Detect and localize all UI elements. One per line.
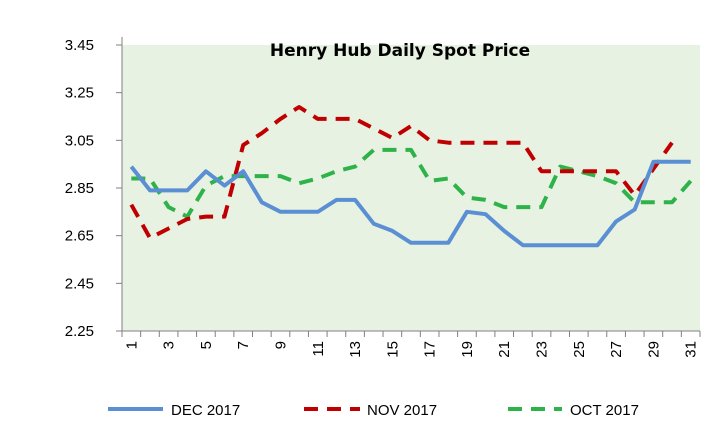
- x-tick-label: 29: [645, 341, 662, 358]
- x-tick-label: 17: [422, 341, 439, 358]
- legend-label: OCT 2017: [570, 402, 639, 419]
- x-tick-label: 27: [608, 341, 625, 358]
- legend-label: NOV 2017: [367, 402, 437, 419]
- series-line-nov-2017: [129, 105, 674, 240]
- x-tick-label: 13: [347, 341, 364, 358]
- series-lines: [129, 105, 693, 248]
- x-tick-label: 31: [683, 341, 700, 358]
- series-line-dec-2017: [129, 159, 691, 248]
- y-axis: 2.25 2.45 2.65 2.85 3.05 3.25 3.45: [65, 37, 123, 340]
- y-tick-label: 2.65: [65, 228, 94, 245]
- legend: DEC 2017 NOV 2017 OCT 2017: [108, 402, 639, 419]
- chart-title: Henry Hub Daily Spot Price: [270, 41, 530, 61]
- x-tick-label: 3: [161, 341, 178, 349]
- x-tick-label: 1: [123, 341, 140, 349]
- y-tick-label: 2.25: [65, 323, 94, 340]
- y-tick-label: 3.45: [65, 37, 94, 54]
- x-tick-label: 23: [534, 341, 551, 358]
- x-tick-label: 25: [571, 341, 588, 358]
- plot-area: [122, 45, 700, 331]
- x-tick-label: 5: [198, 341, 215, 349]
- legend-label: DEC 2017: [171, 402, 240, 419]
- x-tick-label: 19: [459, 341, 476, 358]
- x-axis: 1 3 5 7 9 11 13 15 17 19 21 23 25 27 29 31: [121, 330, 701, 358]
- y-tick-label: 3.05: [65, 132, 94, 149]
- y-tick-label: 2.45: [65, 275, 94, 292]
- y-tick-label: 3.25: [65, 85, 94, 102]
- x-tick-label: 9: [272, 341, 289, 349]
- series-line-oct-2017: [131, 147, 693, 219]
- x-tick-label: 11: [310, 341, 327, 357]
- y-tick-label: 2.85: [65, 180, 94, 197]
- x-tick-label: 7: [235, 341, 252, 349]
- x-tick-label: 15: [384, 341, 401, 358]
- x-tick-label: 21: [496, 341, 513, 358]
